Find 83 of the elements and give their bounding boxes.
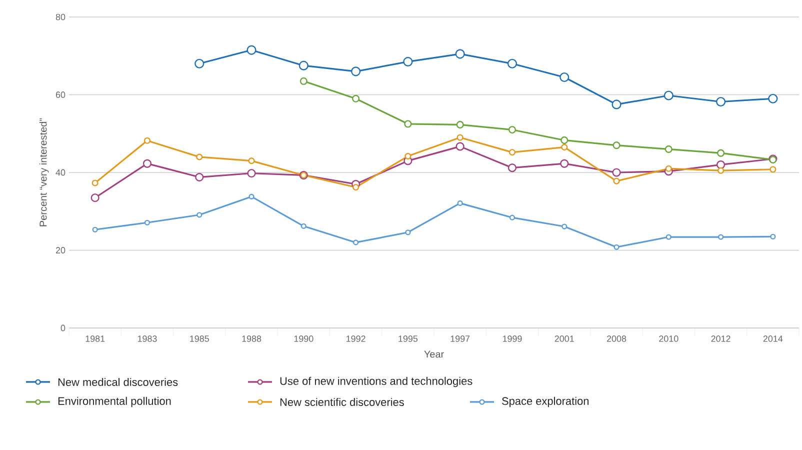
point bbox=[508, 126, 516, 134]
x-axis-title: Year bbox=[424, 350, 444, 358]
y-tick-label: 0 bbox=[60, 324, 66, 332]
point bbox=[614, 244, 620, 250]
point bbox=[92, 226, 98, 232]
y-tick-label: 20 bbox=[56, 247, 66, 254]
point bbox=[142, 159, 152, 168]
point bbox=[560, 159, 569, 168]
point bbox=[716, 96, 726, 107]
point bbox=[92, 180, 98, 186]
point bbox=[298, 60, 308, 70]
point bbox=[196, 212, 202, 218]
point bbox=[560, 136, 568, 144]
legend-label: New medical discoveries bbox=[58, 378, 178, 386]
point bbox=[612, 141, 620, 150]
point bbox=[718, 167, 724, 174]
point bbox=[507, 58, 518, 68]
y-tick-label: 80 bbox=[56, 14, 66, 20]
point bbox=[352, 184, 360, 191]
point bbox=[612, 100, 622, 110]
point bbox=[300, 77, 308, 85]
point bbox=[456, 120, 464, 128]
x-tick-label: 1999 bbox=[502, 336, 522, 342]
y-axis-title: Percent “very interested” bbox=[39, 118, 49, 226]
y-tick-label: 60 bbox=[56, 92, 66, 98]
point bbox=[664, 145, 672, 153]
point bbox=[248, 158, 255, 164]
point bbox=[560, 72, 570, 82]
point bbox=[716, 160, 726, 169]
point bbox=[300, 223, 306, 229]
point bbox=[351, 66, 361, 76]
point bbox=[666, 234, 672, 240]
x-tick-label: 2012 bbox=[711, 336, 730, 342]
legend-label: New scientific discoveries bbox=[280, 398, 404, 406]
point bbox=[561, 144, 568, 151]
point bbox=[353, 240, 359, 246]
point bbox=[770, 234, 776, 240]
point bbox=[664, 90, 674, 100]
x-tick-label: 2010 bbox=[659, 336, 678, 342]
point bbox=[770, 166, 776, 173]
point bbox=[508, 148, 516, 156]
point bbox=[144, 220, 150, 226]
x-tick-label: 2014 bbox=[763, 336, 783, 342]
point bbox=[456, 134, 464, 141]
point bbox=[456, 142, 464, 151]
x-tick-label: 2008 bbox=[606, 336, 626, 342]
point bbox=[768, 94, 778, 104]
point bbox=[90, 193, 100, 202]
point bbox=[457, 200, 463, 206]
point bbox=[403, 56, 413, 66]
point bbox=[194, 58, 204, 68]
x-tick-label: 2001 bbox=[554, 336, 574, 342]
x-tick-label: 1985 bbox=[190, 336, 209, 342]
x-tick-label: 1983 bbox=[138, 336, 157, 342]
x-tick-label: 1981 bbox=[86, 336, 105, 342]
x-tick-label: 1992 bbox=[346, 336, 366, 342]
point bbox=[717, 149, 725, 157]
point bbox=[352, 94, 360, 102]
point bbox=[246, 45, 256, 55]
legend-label: Space exploration bbox=[502, 396, 589, 408]
point bbox=[508, 164, 517, 172]
x-tick-label: 1990 bbox=[294, 336, 314, 342]
point bbox=[196, 154, 203, 160]
point bbox=[405, 230, 411, 236]
x-tick-label: 1997 bbox=[450, 336, 470, 342]
point bbox=[613, 178, 620, 184]
point bbox=[247, 168, 256, 178]
y-tick-label: 40 bbox=[56, 169, 66, 176]
point bbox=[562, 224, 568, 230]
x-tick-label: 1988 bbox=[242, 336, 262, 342]
legend-label: Environmental pollution bbox=[58, 396, 171, 408]
point bbox=[612, 168, 621, 177]
point bbox=[248, 194, 254, 200]
point bbox=[509, 214, 516, 220]
point bbox=[404, 120, 412, 128]
legend-label: Use of new inventions and technologies bbox=[280, 376, 472, 388]
point bbox=[144, 137, 151, 144]
point bbox=[718, 234, 724, 240]
point bbox=[404, 152, 412, 160]
point bbox=[195, 172, 204, 182]
x-tick-label: 1995 bbox=[398, 336, 418, 342]
point bbox=[455, 49, 465, 59]
point bbox=[665, 165, 672, 172]
